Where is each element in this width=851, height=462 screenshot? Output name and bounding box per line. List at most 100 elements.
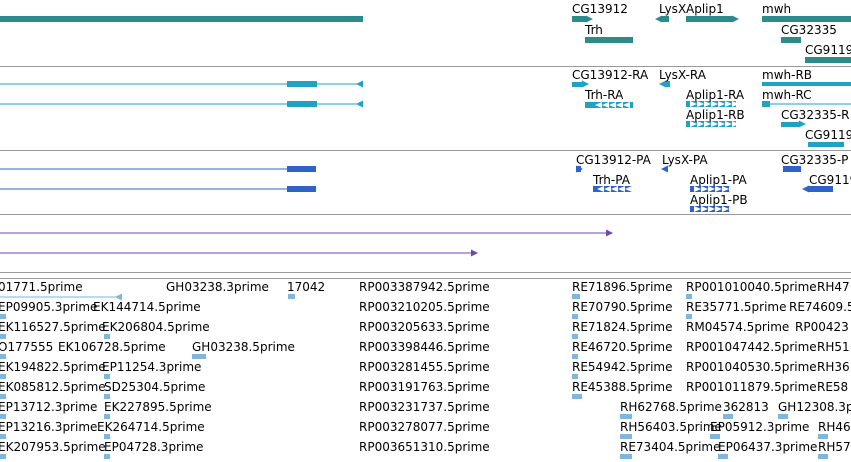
transcript-label-mwh-rb[interactable]: mwh-RB — [762, 68, 813, 82]
transcript-chevron[interactable] — [623, 102, 630, 108]
est-glyph[interactable] — [0, 394, 6, 399]
est-label[interactable]: EK206804.5prime — [102, 320, 210, 334]
est-glyph[interactable] — [104, 414, 110, 419]
est-glyph[interactable] — [104, 374, 110, 379]
est-glyph[interactable] — [572, 294, 580, 299]
est-label[interactable]: RE54942.5prime — [572, 360, 673, 374]
protein-label-aplip1-pa[interactable]: Aplip1-PA — [690, 173, 747, 187]
gene-glyph[interactable] — [762, 16, 851, 22]
est-label[interactable]: RE71824.5prime — [572, 320, 673, 334]
protein-label-cg32335-p[interactable]: CG32335-P — [781, 153, 849, 167]
protein-exon[interactable] — [809, 186, 833, 192]
transcript-arrow[interactable] — [356, 80, 363, 88]
protein-chevron[interactable] — [701, 186, 708, 192]
est-label[interactable]: RP003191763.5prime — [359, 380, 490, 394]
transcript-chevron[interactable] — [690, 101, 697, 107]
transcript-label-mwh-rc[interactable]: mwh-RC — [762, 88, 812, 102]
transcript-chevron[interactable] — [690, 121, 697, 127]
est-label[interactable]: EP13216.3prime — [0, 420, 98, 434]
est-label[interactable]: 362813 — [723, 400, 769, 414]
est-glyph[interactable] — [818, 434, 828, 439]
transcript-label-aplip1-rb[interactable]: Aplip1-RB — [686, 108, 745, 122]
protein-exon[interactable] — [287, 166, 316, 172]
protein-exon[interactable] — [287, 186, 316, 192]
est-glyph[interactable] — [0, 314, 6, 319]
transcript-chevron[interactable] — [718, 101, 725, 107]
est-glyph[interactable] — [572, 314, 578, 319]
transcript-chevron[interactable] — [725, 121, 732, 127]
gene-label-mwh[interactable]: mwh — [762, 2, 792, 16]
est-label[interactable]: RP003398446.5prime — [359, 340, 490, 354]
protein-chevron[interactable] — [604, 186, 611, 192]
est-label[interactable]: RP001040530.5prime — [686, 360, 817, 374]
est-label[interactable]: RH51 — [817, 340, 850, 354]
est-label[interactable]: RP003231737.5prime — [359, 400, 490, 414]
transcript-label-cg9119[interactable]: CG9119 — [805, 128, 851, 142]
est-glyph[interactable] — [0, 434, 6, 439]
est-glyph[interactable] — [0, 354, 6, 359]
protein-arrow[interactable] — [661, 165, 668, 173]
est-label[interactable]: EK106728.5prime — [58, 340, 166, 354]
est-glyph[interactable] — [818, 454, 828, 459]
transcript-chevron[interactable] — [732, 121, 739, 127]
est-label[interactable]: RH47 — [817, 280, 850, 294]
est-glyph[interactable] — [572, 354, 578, 359]
transcript-exon[interactable] — [781, 122, 799, 127]
transcript-chevron[interactable] — [704, 121, 711, 127]
transcript-arrow[interactable] — [582, 80, 589, 88]
gene-label-lysx[interactable]: LysX — [659, 2, 687, 16]
protein-arrow[interactable] — [802, 185, 809, 193]
est-label[interactable]: RE71896.5prime — [572, 280, 673, 294]
protein-chevron[interactable] — [694, 186, 701, 192]
protein-chevron[interactable] — [618, 186, 625, 192]
est-label[interactable]: RH46 — [818, 420, 851, 434]
est-glyph[interactable] — [778, 414, 788, 419]
protein-chevron[interactable] — [701, 206, 708, 212]
est-glyph[interactable] — [620, 434, 632, 439]
est-glyph[interactable] — [620, 454, 632, 459]
est-arrow[interactable] — [115, 293, 122, 301]
gene-glyph[interactable] — [662, 16, 669, 22]
est-label[interactable]: RP003281455.5prime — [359, 360, 490, 374]
transcript-exon[interactable] — [287, 81, 317, 87]
protein-chevron[interactable] — [729, 206, 736, 212]
est-label[interactable]: RH36 — [817, 360, 850, 374]
gene-glyph[interactable] — [686, 16, 732, 22]
est-label[interactable]: EK264714.5prime — [97, 420, 205, 434]
est-label[interactable]: RH56403.5prime — [620, 420, 722, 434]
transcript-chevron[interactable] — [718, 121, 725, 127]
est-label[interactable]: GH12308.3p — [778, 400, 851, 414]
gene-arrow[interactable] — [655, 15, 662, 23]
protein-chevron[interactable] — [694, 206, 701, 212]
protein-label-lysx-pa[interactable]: LysX-PA — [662, 153, 708, 167]
est-label[interactable]: EK227895.5prime — [104, 400, 212, 414]
transcript-label-trh-ra[interactable]: Trh-RA — [585, 88, 624, 102]
est-label[interactable]: RH62768.5prime — [620, 400, 722, 414]
transcript-label-aplip1-ra[interactable]: Aplip1-RA — [686, 88, 745, 102]
transcript-chevron[interactable] — [732, 101, 739, 107]
transcript-exon[interactable] — [762, 101, 770, 107]
est-label[interactable]: RP003387942.5prime — [359, 280, 490, 294]
est-glyph[interactable] — [723, 414, 733, 419]
est-label[interactable]: O177555 — [0, 340, 54, 354]
protein-chevron[interactable] — [597, 186, 604, 192]
transcript-exon[interactable] — [666, 81, 670, 87]
est-label[interactable]: EK194822.5prime — [0, 360, 106, 374]
protein-chevron[interactable] — [708, 206, 715, 212]
transcript-label-cg13912-ra[interactable]: CG13912-RA — [572, 68, 649, 82]
protein-label-trh-pa[interactable]: Trh-PA — [593, 173, 630, 187]
est-glyph[interactable] — [710, 434, 720, 439]
est-glyph[interactable] — [104, 394, 110, 399]
protein-chevron[interactable] — [729, 186, 736, 192]
transcript-chevron[interactable] — [711, 121, 718, 127]
gene-label-cg9119[interactable]: CG9119 — [805, 43, 851, 57]
gene-glyph[interactable] — [572, 16, 586, 22]
est-label[interactable]: RP001010040.5prime — [686, 280, 817, 294]
protein-chevron[interactable] — [722, 206, 729, 212]
gene-glyph[interactable] — [805, 57, 851, 63]
protein-label-aplip1-pb[interactable]: Aplip1-PB — [690, 193, 748, 207]
est-label[interactable]: RE35771.5prime — [686, 300, 787, 314]
est-glyph[interactable] — [620, 414, 632, 419]
est-glyph[interactable] — [0, 374, 6, 379]
